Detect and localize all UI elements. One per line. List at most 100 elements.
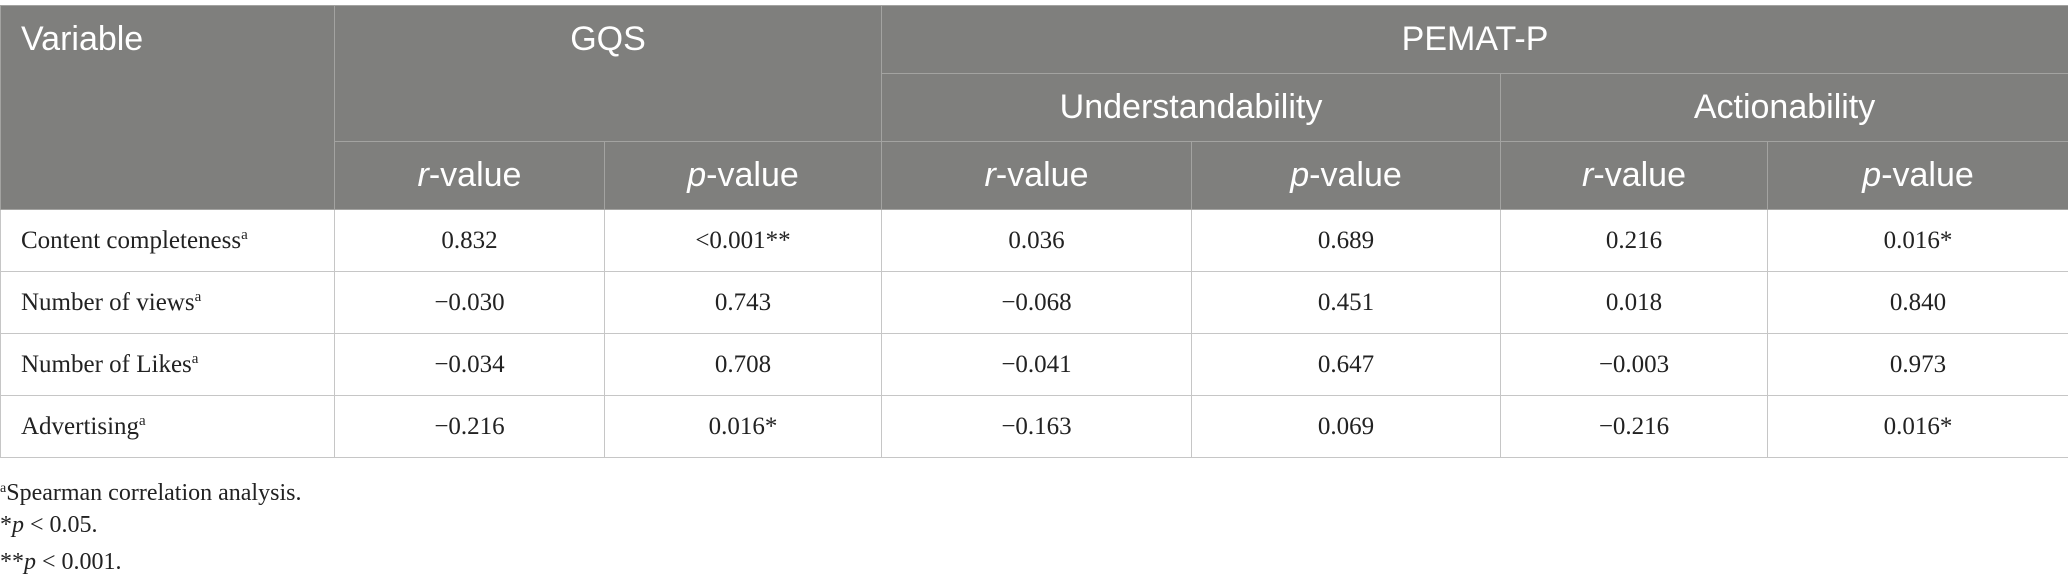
value-cell: 0.016*	[1767, 395, 2068, 458]
header-cell: p-value	[1767, 141, 2068, 210]
header-text: -value	[428, 156, 522, 194]
footnote: aSpearman correlation analysis.	[0, 470, 301, 507]
value-cell: 0.216	[1500, 209, 1769, 272]
cell-value: −0.041	[1001, 350, 1072, 378]
cell-value: 0.016*	[1883, 412, 1953, 440]
header-text: -value	[706, 156, 799, 194]
footnote-marker: a	[139, 412, 146, 429]
header-italic: p	[687, 156, 707, 194]
value-cell: 0.036	[881, 209, 1193, 272]
cell-value: 0.216	[1605, 226, 1663, 254]
value-cell: 0.708	[603, 333, 883, 396]
value-cell: 0.016*	[603, 395, 883, 458]
header-italic: r	[417, 156, 429, 194]
footnote: *p < 0.05.	[0, 507, 301, 544]
header-cell: p-value	[1191, 141, 1502, 210]
table-row: Number of Likesa −0.034 0.708 −0.041 0.647 −0…	[0, 333, 2068, 396]
header-italic: r	[1582, 156, 1594, 194]
cell-value: −0.030	[434, 288, 505, 316]
header-cell: p-value	[603, 141, 883, 210]
value-cell: 0.647	[1191, 333, 1502, 396]
row-label-cell: Advertisinga	[0, 395, 335, 458]
header-text: PEMAT-P	[1401, 20, 1549, 58]
value-cell: −0.068	[881, 271, 1193, 334]
table-row: Number of viewsa −0.030 0.743 −0.068 0.451 0.…	[0, 271, 2068, 334]
table-body: Content completenessa 0.832 <0.001** 0.036 0…	[0, 209, 2068, 458]
footnote-text: < 0.001.	[36, 549, 122, 575]
cell-value: −0.163	[1001, 412, 1072, 440]
value-cell: −0.034	[334, 333, 605, 396]
cell-value: 0.451	[1317, 288, 1375, 316]
row-label-cell: Number of viewsa	[0, 271, 335, 334]
footnote-text: < 0.05.	[24, 512, 98, 538]
cell-value: 0.973	[1889, 350, 1947, 378]
cell-value: −0.034	[434, 350, 505, 378]
value-cell: 0.069	[1191, 395, 1502, 458]
header-text: Understandability	[1059, 88, 1323, 126]
table-row: Advertisinga −0.216 0.016* −0.163 0.069 −0.21…	[0, 395, 2068, 458]
cell-value: −0.003	[1598, 350, 1670, 378]
row-label-cell: Content completenessa	[0, 209, 335, 272]
data-table: Variable GQS PEMAT-P Understandability A…	[0, 5, 2068, 458]
cell-value: −0.068	[1001, 288, 1072, 316]
header-text: -value	[1309, 156, 1402, 194]
value-cell: −0.163	[881, 395, 1193, 458]
footnote-marker: a	[191, 350, 199, 367]
footnote-text: Spearman correlation analysis.	[6, 480, 302, 506]
value-cell: 0.016*	[1767, 209, 2068, 272]
row-label-cell: Number of Likesa	[0, 333, 335, 396]
footnote: **p < 0.001.	[0, 544, 301, 581]
footnote-italic: p	[12, 512, 24, 538]
footnotes: aSpearman correlation analysis. *p < 0.05…	[0, 470, 301, 581]
cell-value: −0.216	[1598, 412, 1670, 440]
value-cell: −0.030	[334, 271, 605, 334]
header-cell: Variable	[0, 5, 335, 210]
value-cell: 0.973	[1767, 333, 2068, 396]
header-italic: r	[984, 156, 996, 194]
table-row: Content completenessa 0.832 <0.001** 0.036 0…	[0, 209, 2068, 272]
value-cell: −0.041	[881, 333, 1193, 396]
value-cell: −0.003	[1500, 333, 1769, 396]
value-cell: −0.216	[334, 395, 605, 458]
header-cell: r-value	[881, 141, 1193, 210]
header-cell: GQS	[333, 5, 883, 142]
footnote-mark: *	[0, 512, 12, 538]
header-text: Variable	[21, 20, 144, 58]
footnote-mark: a	[0, 481, 7, 496]
row-label: Content completeness	[21, 226, 242, 254]
cell-value: 0.647	[1317, 350, 1375, 378]
cell-value: 0.016*	[1883, 226, 1953, 254]
cell-value: 0.018	[1605, 288, 1663, 316]
header-cell: r-value	[1500, 141, 1769, 210]
header-cell: Actionability	[1500, 73, 2068, 142]
row-label: Number of views	[21, 288, 195, 316]
value-cell: −0.216	[1500, 395, 1769, 458]
footnote-mark: **	[0, 549, 24, 575]
value-cell: 0.451	[1191, 271, 1502, 334]
footnote-italic: p	[24, 549, 36, 575]
header-text: -value	[995, 156, 1089, 194]
cell-value: 0.069	[1317, 412, 1375, 440]
cell-value: 0.689	[1317, 226, 1375, 254]
header-text: Actionability	[1693, 88, 1876, 126]
value-cell: 0.743	[603, 271, 883, 334]
row-label: Number of Likes	[21, 350, 192, 378]
header-cell: Understandability	[881, 73, 1502, 142]
value-cell: 0.689	[1191, 209, 1502, 272]
cell-value: <0.001**	[695, 226, 791, 254]
cell-value: 0.016*	[708, 412, 778, 440]
cell-value: 0.832	[441, 226, 498, 254]
header-italic: p	[1290, 156, 1310, 194]
header-text: -value	[1881, 156, 1974, 194]
cell-value: 0.840	[1889, 288, 1947, 316]
cell-value: 0.708	[714, 350, 772, 378]
value-cell: 0.018	[1500, 271, 1769, 334]
footnote-marker: a	[241, 226, 248, 243]
value-cell: 0.840	[1767, 271, 2068, 334]
value-cell: <0.001**	[603, 209, 883, 272]
footnote-marker: a	[194, 288, 202, 305]
value-cell: 0.832	[334, 209, 605, 272]
header-cell: r-value	[334, 141, 605, 210]
table-header: Variable GQS PEMAT-P Understandability A…	[0, 5, 2068, 210]
